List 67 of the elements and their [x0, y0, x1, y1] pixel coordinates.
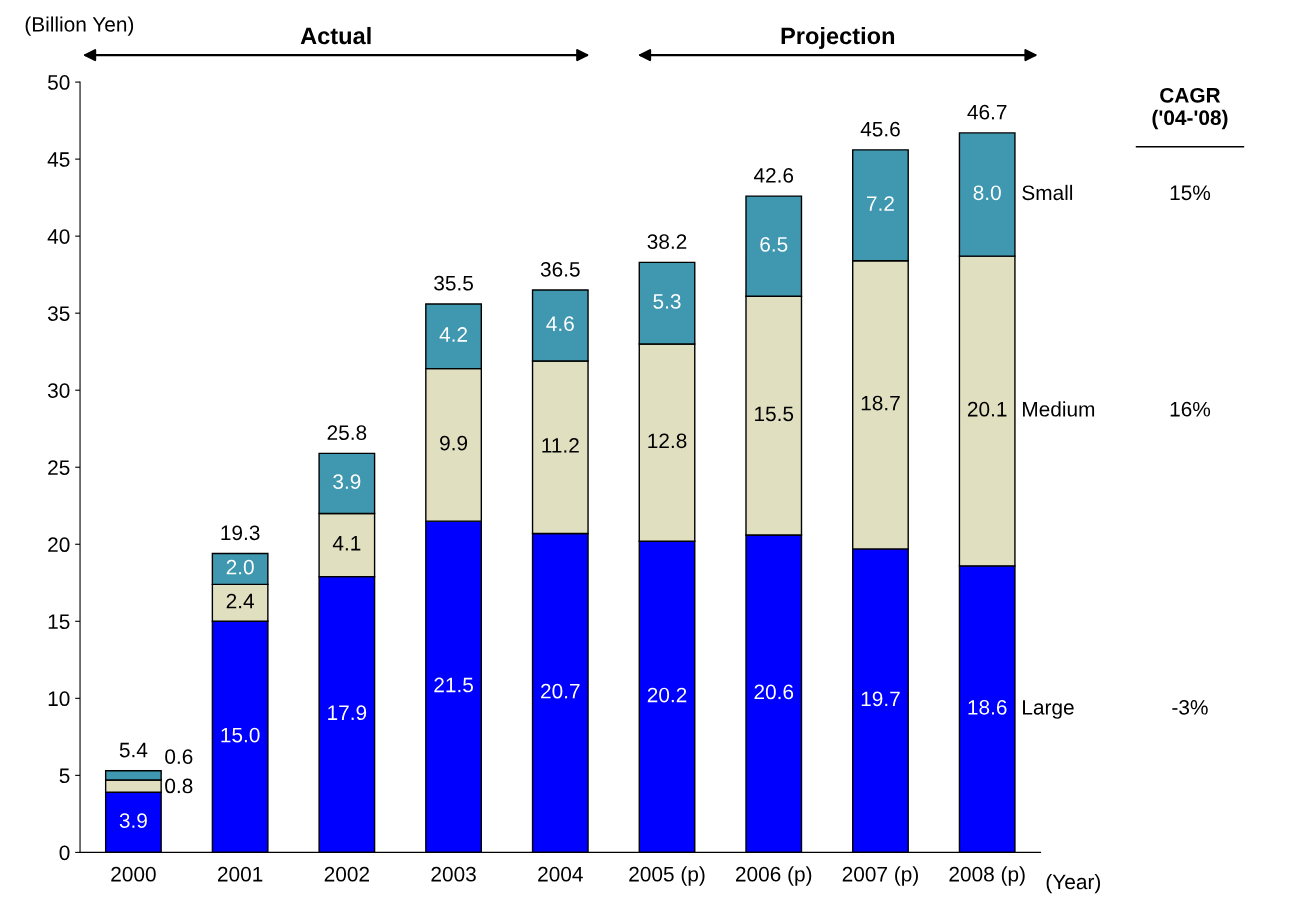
- data-label: 20.7: [541, 683, 580, 699]
- x-tick-label: 2000: [111, 866, 156, 882]
- y-tick-label: 15: [48, 614, 70, 630]
- text: Projection: [781, 26, 895, 49]
- data-label: 8.0: [973, 185, 1001, 201]
- total-label: 38.2: [647, 234, 687, 249]
- total-label: 19.3: [221, 525, 260, 541]
- x-tick-label: 2005 (p): [629, 866, 705, 886]
- y-tick-label: 5: [59, 768, 70, 784]
- data-label: 7.2: [867, 196, 894, 211]
- y-tick-label: 50: [47, 75, 70, 90]
- total-label: 36.5: [540, 261, 580, 277]
- data-label: 3.9: [333, 474, 361, 489]
- x-tick-label: 2002: [324, 866, 369, 882]
- data-label: 2.4: [226, 593, 254, 609]
- data-label: 0.8: [165, 778, 193, 794]
- data-label: 20.2: [647, 687, 687, 703]
- series-label: Large: [1023, 700, 1074, 719]
- data-label: 20.6: [754, 684, 794, 700]
- x-tick-label: 2004: [538, 866, 583, 882]
- data-label: 18.6: [968, 699, 1007, 715]
- y-tick-label: 25: [48, 460, 70, 475]
- data-label: 0.6: [165, 749, 193, 764]
- data-label: 15.5: [755, 406, 794, 422]
- x-axis-title: (Year): [1046, 873, 1101, 894]
- data-label: 21.5: [434, 677, 473, 693]
- total-label: 42.6: [753, 167, 794, 183]
- data-label: 4.2: [439, 327, 468, 342]
- text: -3%: [1172, 699, 1208, 715]
- data-label: 11.2: [542, 438, 579, 453]
- total-label: 25.8: [327, 425, 367, 441]
- y-tick-label: 40: [47, 229, 70, 244]
- y-axis-title: (Billion Yen): [25, 16, 134, 36]
- data-label: 12.8: [648, 433, 687, 449]
- total-label: 35.5: [434, 275, 473, 291]
- y-tick-label: 30: [47, 383, 70, 398]
- series-label: Small: [1022, 184, 1073, 201]
- data-label: 20.1: [967, 401, 1007, 417]
- data-label: 2.0: [226, 559, 254, 575]
- total-label: 5.4: [119, 742, 148, 758]
- y-tick-label: 35: [47, 306, 70, 321]
- data-label: 4.1: [332, 536, 361, 551]
- total-label: 45.6: [860, 121, 900, 137]
- y-tick-label: 10: [48, 691, 70, 707]
- data-label: 4.6: [546, 316, 574, 332]
- data-label: 17.9: [328, 705, 367, 721]
- data-label: 15.0: [221, 727, 260, 743]
- x-tick-label: 2007 (p): [842, 866, 918, 886]
- x-tick-label: 2006 (p): [735, 866, 812, 886]
- y-tick-label: 0: [59, 845, 70, 861]
- x-tick-label: 2008 (p): [949, 866, 1025, 886]
- x-tick-label: 2003: [431, 866, 476, 882]
- data-label: 5.3: [653, 294, 681, 309]
- data-label: 18.7: [861, 395, 900, 411]
- text: 16%: [1170, 401, 1211, 417]
- data-label: 6.5: [760, 237, 788, 252]
- data-label: 19.7: [861, 691, 900, 707]
- text: 15%: [1170, 185, 1211, 201]
- y-tick-label: 45: [47, 152, 70, 167]
- series-label: Medium: [1023, 401, 1095, 417]
- text: CAGR ('04-'08): [1152, 87, 1228, 130]
- data-label: 9.9: [440, 435, 468, 451]
- y-tick-label: 20: [48, 537, 70, 553]
- data-label: 3.9: [119, 813, 147, 828]
- text: Actual: [300, 26, 371, 45]
- x-tick-label: 2001: [218, 866, 263, 882]
- total-label: 46.7: [967, 104, 1007, 120]
